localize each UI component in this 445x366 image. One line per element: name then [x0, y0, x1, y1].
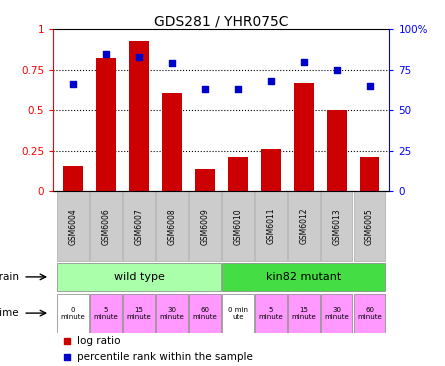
Bar [294, 83, 314, 191]
Bar [96, 59, 116, 191]
Text: GSM6010: GSM6010 [233, 208, 243, 244]
FancyBboxPatch shape [156, 294, 188, 333]
Bar [261, 149, 281, 191]
FancyBboxPatch shape [57, 262, 221, 291]
Text: 30
minute: 30 minute [324, 307, 349, 320]
Text: GSM6012: GSM6012 [299, 208, 308, 244]
FancyBboxPatch shape [288, 191, 320, 261]
FancyBboxPatch shape [222, 191, 254, 261]
Bar [129, 41, 149, 191]
FancyBboxPatch shape [189, 294, 221, 333]
FancyBboxPatch shape [189, 191, 221, 261]
FancyBboxPatch shape [288, 294, 320, 333]
Text: GSM6008: GSM6008 [167, 208, 177, 244]
Text: wild type: wild type [113, 272, 165, 282]
Point [201, 86, 208, 92]
FancyBboxPatch shape [255, 294, 287, 333]
Text: log ratio: log ratio [77, 336, 121, 346]
Point [69, 82, 77, 87]
Point [366, 83, 373, 89]
Point [235, 86, 242, 92]
FancyBboxPatch shape [222, 262, 385, 291]
Text: 60
minute: 60 minute [357, 307, 382, 320]
Text: GSM6004: GSM6004 [69, 208, 78, 244]
Text: 15
minute: 15 minute [127, 307, 151, 320]
FancyBboxPatch shape [156, 191, 188, 261]
FancyBboxPatch shape [57, 191, 89, 261]
Bar [228, 157, 248, 191]
Title: GDS281 / YHR075C: GDS281 / YHR075C [154, 14, 289, 28]
Bar [162, 93, 182, 191]
Text: strain: strain [0, 272, 20, 282]
Point [333, 67, 340, 73]
Text: GSM6007: GSM6007 [134, 208, 144, 244]
Text: time: time [0, 308, 20, 318]
FancyBboxPatch shape [57, 294, 89, 333]
Text: GSM6013: GSM6013 [332, 208, 341, 244]
Text: GSM6005: GSM6005 [365, 208, 374, 244]
Point [63, 354, 70, 359]
Text: kin82 mutant: kin82 mutant [266, 272, 341, 282]
Bar [63, 165, 83, 191]
Text: 0
minute: 0 minute [61, 307, 85, 320]
FancyBboxPatch shape [123, 191, 155, 261]
Point [300, 59, 307, 65]
Bar [195, 169, 215, 191]
Bar [327, 111, 347, 191]
Point [102, 51, 109, 56]
Text: GSM6006: GSM6006 [101, 208, 111, 244]
Text: 30
minute: 30 minute [160, 307, 184, 320]
FancyBboxPatch shape [222, 294, 254, 333]
FancyBboxPatch shape [354, 294, 385, 333]
Bar [360, 157, 380, 191]
Text: 5
minute: 5 minute [94, 307, 118, 320]
FancyBboxPatch shape [354, 191, 385, 261]
Point [168, 60, 175, 66]
Text: percentile rank within the sample: percentile rank within the sample [77, 352, 253, 362]
Point [135, 54, 142, 60]
Text: 0 min
ute: 0 min ute [228, 307, 248, 320]
Text: GSM6009: GSM6009 [200, 208, 210, 244]
Text: 5
minute: 5 minute [259, 307, 283, 320]
Text: GSM6011: GSM6011 [266, 208, 275, 244]
Text: 15
minute: 15 minute [291, 307, 316, 320]
Point [267, 78, 275, 84]
FancyBboxPatch shape [90, 294, 122, 333]
Text: 60
minute: 60 minute [193, 307, 217, 320]
FancyBboxPatch shape [90, 191, 122, 261]
Point [63, 338, 70, 344]
FancyBboxPatch shape [321, 191, 352, 261]
FancyBboxPatch shape [123, 294, 155, 333]
FancyBboxPatch shape [321, 294, 352, 333]
FancyBboxPatch shape [255, 191, 287, 261]
